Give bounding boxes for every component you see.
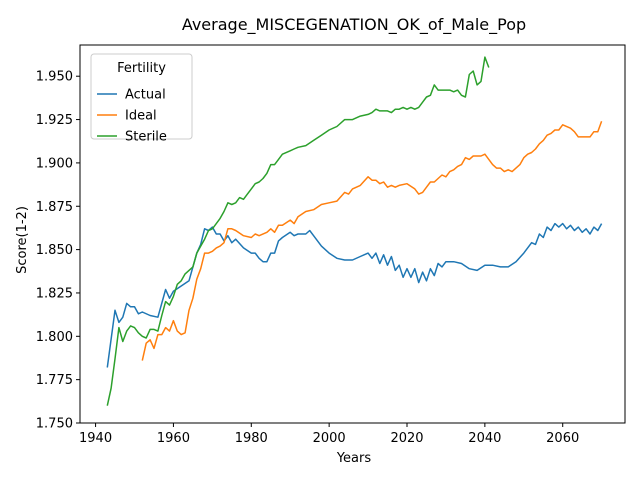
y-tick-label: 1.950 — [36, 70, 73, 85]
x-tick-label: 2000 — [313, 431, 346, 446]
series-line-ideal — [141, 121, 603, 361]
legend-title: Fertility — [117, 61, 166, 76]
y-tick-label: 1.900 — [36, 156, 73, 171]
legend-box — [90, 53, 193, 140]
x-tick-label: 1940 — [79, 431, 112, 446]
x-tick-label: 2040 — [468, 431, 501, 446]
y-tick-label: 1.750 — [36, 417, 73, 432]
y-tick-label: 1.875 — [36, 200, 73, 215]
y-axis-title: Score(1-2) — [15, 206, 30, 274]
axes-frame — [79, 44, 626, 424]
x-axis-title: Years — [336, 451, 372, 466]
y-tick-label: 1.800 — [36, 330, 73, 345]
y-axis: 1.750 1.775 1.800 1.825 1.850 1.875 1.900 1.925… — [36, 70, 80, 432]
x-tick-label: 1980 — [235, 431, 268, 446]
y-tick-label: 1.925 — [36, 113, 73, 128]
x-axis: 1940 1960 1980 2000 2020 2040 2060 — [79, 423, 579, 446]
x-tick-label: 2020 — [390, 431, 423, 446]
series-line-sterile — [106, 56, 490, 406]
chart-title: Average_MISCEGENATION_OK_of_Male_Pop — [182, 15, 526, 35]
series-line-actual — [106, 222, 603, 368]
y-tick-label: 1.850 — [36, 243, 73, 258]
x-tick-label: 1960 — [157, 431, 190, 446]
x-tick-label: 2060 — [546, 431, 579, 446]
legend: Fertility Actual Ideal Sterile — [90, 53, 193, 145]
y-tick-label: 1.775 — [36, 373, 73, 388]
y-tick-label: 1.825 — [36, 286, 73, 301]
legend-label-ideal: Ideal — [125, 109, 157, 124]
legend-label-actual: Actual — [125, 88, 166, 103]
legend-label-sterile: Sterile — [125, 130, 167, 145]
plot-area — [79, 44, 626, 424]
